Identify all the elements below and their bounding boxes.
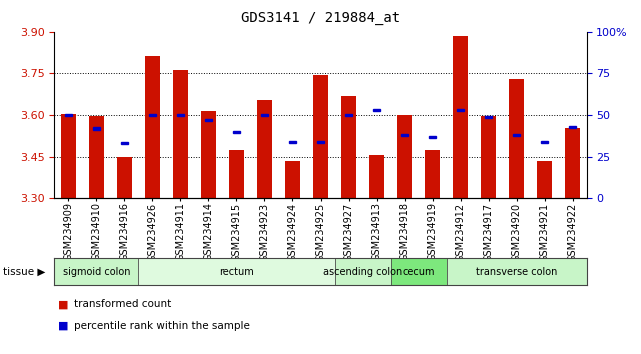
Bar (149, 114, 156, 116)
Bar (61, 114, 76, 198)
Text: rectum: rectum (219, 267, 254, 277)
Bar (453, 36, 468, 198)
Bar (565, 127, 580, 198)
Bar (569, 126, 576, 128)
Bar (345, 114, 353, 116)
Text: percentile rank within the sample: percentile rank within the sample (74, 321, 249, 331)
Text: cecum: cecum (403, 267, 435, 277)
Bar (54, 258, 138, 285)
Text: sigmoid colon: sigmoid colon (63, 267, 130, 277)
Bar (173, 70, 188, 198)
Bar (121, 142, 128, 144)
Bar (176, 114, 185, 116)
Bar (429, 136, 437, 138)
Bar (92, 127, 101, 130)
Bar (201, 111, 216, 198)
Text: ■: ■ (58, 321, 68, 331)
Bar (481, 116, 496, 198)
Bar (509, 79, 524, 198)
Bar (540, 141, 549, 143)
Text: ■: ■ (58, 299, 68, 309)
Bar (204, 119, 212, 121)
Bar (369, 155, 384, 198)
Bar (447, 258, 587, 285)
Text: GDS3141 / 219884_at: GDS3141 / 219884_at (241, 11, 400, 25)
Text: ascending colon: ascending colon (323, 267, 402, 277)
Bar (233, 131, 240, 133)
Bar (390, 258, 447, 285)
Text: transformed count: transformed count (74, 299, 171, 309)
Bar (229, 150, 244, 198)
Bar (485, 115, 492, 118)
Bar (425, 150, 440, 198)
Bar (456, 109, 465, 111)
Bar (317, 141, 324, 143)
Bar (261, 114, 269, 116)
Bar (117, 157, 132, 198)
Bar (513, 134, 520, 136)
Bar (341, 96, 356, 198)
Bar (313, 75, 328, 198)
Bar (285, 161, 300, 198)
Bar (257, 100, 272, 198)
Bar (65, 114, 72, 116)
Bar (372, 109, 380, 111)
Text: transverse colon: transverse colon (476, 267, 557, 277)
Bar (138, 258, 335, 285)
Bar (89, 116, 104, 198)
Text: tissue ▶: tissue ▶ (3, 267, 46, 277)
Bar (401, 134, 408, 136)
Bar (288, 141, 296, 143)
Bar (397, 115, 412, 198)
Bar (335, 258, 390, 285)
Bar (145, 56, 160, 198)
Bar (537, 161, 552, 198)
